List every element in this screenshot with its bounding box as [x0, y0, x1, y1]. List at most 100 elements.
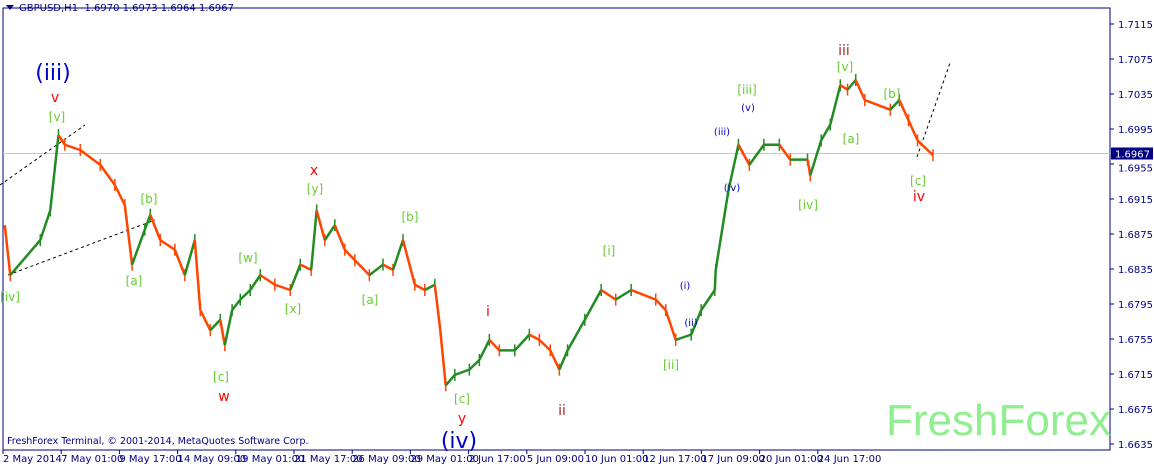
price-segment [468, 359, 481, 371]
wave-label: [w] [238, 251, 257, 265]
y-tick-label: 1.6955 [1118, 164, 1153, 175]
price-segment [99, 164, 116, 186]
price-segment [424, 283, 436, 292]
x-tick-label: 9 May 17:00 [119, 454, 181, 465]
wave-label: [c] [213, 370, 229, 384]
y-tick-label: 1.6715 [1118, 370, 1153, 381]
price-segment [259, 274, 276, 286]
wave-label: iv [913, 189, 925, 205]
price-segment [654, 298, 667, 311]
price-segment [39, 209, 52, 241]
price-segment [690, 309, 703, 336]
price-segment [907, 119, 919, 141]
price-segment [675, 333, 692, 342]
chart-header: GBPUSD,H1 1.6970 1.6973 1.6964 1.6967 [6, 3, 234, 14]
wave-label: [iv] [0, 290, 20, 304]
y-tick-label: 1.7035 [1118, 90, 1153, 101]
price-segment [748, 144, 765, 166]
wave-label: [b] [402, 210, 419, 224]
x-tick-label: 20 Jun 01:00 [760, 454, 824, 465]
price-segment [231, 298, 242, 311]
dropdown-triangle-icon[interactable] [6, 5, 14, 10]
price-segment [64, 143, 81, 152]
price-segment [549, 349, 561, 371]
price-segment [239, 289, 252, 301]
price-segment [854, 79, 866, 101]
brand-watermark: FreshForex [886, 396, 1111, 445]
price-segment [778, 144, 792, 161]
price-segment [9, 239, 42, 276]
x-tick-label: 26 May 09:00 [352, 454, 421, 465]
price-segment [299, 263, 312, 272]
wave-label: x [310, 163, 318, 179]
price-segment [57, 134, 66, 146]
y-tick-label: 1.6995 [1118, 125, 1153, 136]
plot-area [2, 7, 1111, 451]
x-tick-label: 14 May 09:00 [178, 454, 247, 465]
wave-label: (ii) [684, 318, 697, 329]
wave-label: [c] [910, 174, 926, 188]
wave-label: w [218, 389, 229, 405]
price-segment [382, 263, 394, 271]
wave-label: v [51, 90, 59, 106]
price-segment [289, 264, 302, 291]
price-segment [309, 210, 318, 270]
x-tick-label: 2 May 2014 [3, 454, 62, 465]
price-segment [223, 309, 234, 346]
wave-label: (iv) [441, 429, 477, 454]
price-segment [113, 184, 126, 206]
price-segment [3, 225, 12, 276]
price-segment [727, 144, 740, 191]
copyright-text: FreshForex Terminal, © 2001-2014, MetaQu… [7, 436, 309, 447]
price-segment [630, 288, 657, 301]
y-tick-label: 1.7075 [1118, 55, 1153, 66]
current-price-label: 1.6967 [1115, 150, 1150, 161]
price-segment [864, 98, 891, 111]
x-tick-label: 7 May 01:00 [61, 454, 123, 465]
price-segment [199, 309, 212, 331]
wave-label: [b] [141, 192, 158, 206]
price-segment [513, 333, 531, 352]
price-segment [49, 134, 60, 211]
price-segment [714, 190, 730, 271]
price-segment [916, 139, 934, 157]
price-segment [829, 84, 842, 125]
x-tick-label: 19 May 01:00 [236, 454, 305, 465]
trend-line [0, 124, 86, 186]
price-segment [820, 124, 832, 141]
x-tick-label: 17 Jun 09:00 [701, 454, 765, 465]
trend-line [916, 62, 951, 158]
wave-label: y [458, 411, 466, 427]
price-segment [433, 284, 442, 331]
price-segment [123, 204, 134, 265]
wave-label: i [486, 304, 490, 320]
price-segment [898, 99, 910, 121]
y-tick-label: 1.6755 [1118, 335, 1153, 346]
y-tick-label: 1.6875 [1118, 230, 1153, 241]
current-price-tag [1111, 147, 1153, 160]
wave-label: [a] [362, 293, 379, 307]
price-segment [583, 289, 603, 321]
wave-label: [ii] [663, 358, 679, 372]
y-tick-label: 1.6635 [1118, 440, 1153, 451]
price-segment [143, 214, 152, 231]
y-tick-label: 1.6915 [1118, 195, 1153, 206]
price-segment [274, 283, 291, 292]
price-segment [193, 240, 202, 311]
price-segment [323, 224, 336, 241]
wave-label: (v) [741, 103, 755, 114]
price-segment [149, 214, 162, 241]
price-segment [401, 239, 417, 286]
price-segment [391, 239, 405, 271]
wave-label: ii [558, 403, 566, 419]
x-tick-label: 24 Jun 17:00 [818, 454, 882, 465]
price-segment [566, 319, 586, 351]
wave-label: iii [838, 43, 850, 59]
y-tick-label: 1.6835 [1118, 265, 1153, 276]
price-segment [173, 249, 186, 276]
price-segment [159, 239, 176, 251]
ohlc-values: 1.6970 1.6973 1.6964 1.6967 [84, 3, 234, 14]
price-segment [809, 140, 823, 176]
wave-label: [v] [837, 60, 853, 74]
